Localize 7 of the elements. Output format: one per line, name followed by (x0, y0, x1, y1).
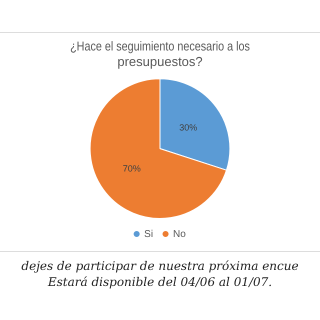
text: dejes de participar de nuestra próxima encue (20, 258, 300, 274)
legend-label: Si (144, 228, 154, 240)
legend-label: No (173, 228, 186, 240)
text: Estará disponible del 04/06 al 01/07. (46, 274, 274, 290)
chart-title: ¿Hace el seguimiento necesario a los presupuestos? (70, 38, 250, 69)
data-label: 70% (122, 164, 141, 174)
data-label: 30% (179, 122, 198, 133)
